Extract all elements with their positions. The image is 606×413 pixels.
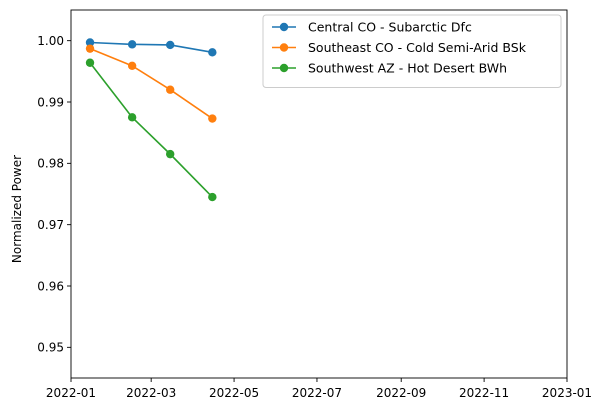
legend-item-0: Central CO - Subarctic Dfc [272,20,472,35]
y-tick-label: 0.98 [37,157,64,171]
legend-box [262,14,562,88]
y-tick-label: 0.96 [37,279,64,293]
x-tick-label: 2022-05 [209,386,259,400]
x-tick-label: 2022-09 [376,386,426,400]
y-tick-label: 0.95 [37,341,64,355]
plot-area [85,38,217,202]
x-tick-label: 2022-11 [459,386,509,400]
legend-label: Central CO - Subarctic Dfc [308,20,472,35]
data-point-2-2 [166,149,175,159]
data-point-0-1 [127,40,137,49]
y-tick-label: 1.00 [37,34,64,48]
y-tick-label: 0.97 [37,218,64,232]
data-point-0-2 [166,40,175,50]
data-point-1-1 [127,61,137,71]
legend: Central CO - Subarctic Dfc Southeast CO -… [262,14,562,88]
legend-marker [279,43,289,52]
x-tick-label: 2022-03 [126,386,176,400]
legend-item-2: Southwest AZ - Hot Desert BWh [272,61,507,76]
plot-frame [70,9,568,379]
series-line-0 [89,41,213,54]
data-point-2-1 [127,113,137,122]
data-point-1-3 [208,114,217,123]
series-line-1 [89,47,213,120]
data-point-2-3 [208,192,217,202]
data-point-0-3 [208,48,217,57]
legend-label: Southeast CO - Cold Semi-Arid BSk [308,40,527,55]
y-tick-label: 0.99 [37,95,64,109]
data-point-2-0 [85,58,95,67]
legend-marker [279,22,289,32]
y-axis-label: Normalized Power [10,155,24,263]
legend-marker [279,63,289,73]
data-point-1-2 [166,85,175,94]
series-line-2 [89,62,213,198]
x-tick-label: 2022-01 [46,386,96,400]
x-tick-label: 2022-07 [292,386,342,400]
x-tick-label: 2023-01 [542,386,592,400]
data-point-0-0 [85,38,95,47]
legend-label: Southwest AZ - Hot Desert BWh [308,61,507,76]
data-point-1-0 [85,44,95,53]
legend-item-1: Southeast CO - Cold Semi-Arid BSk [272,40,527,55]
